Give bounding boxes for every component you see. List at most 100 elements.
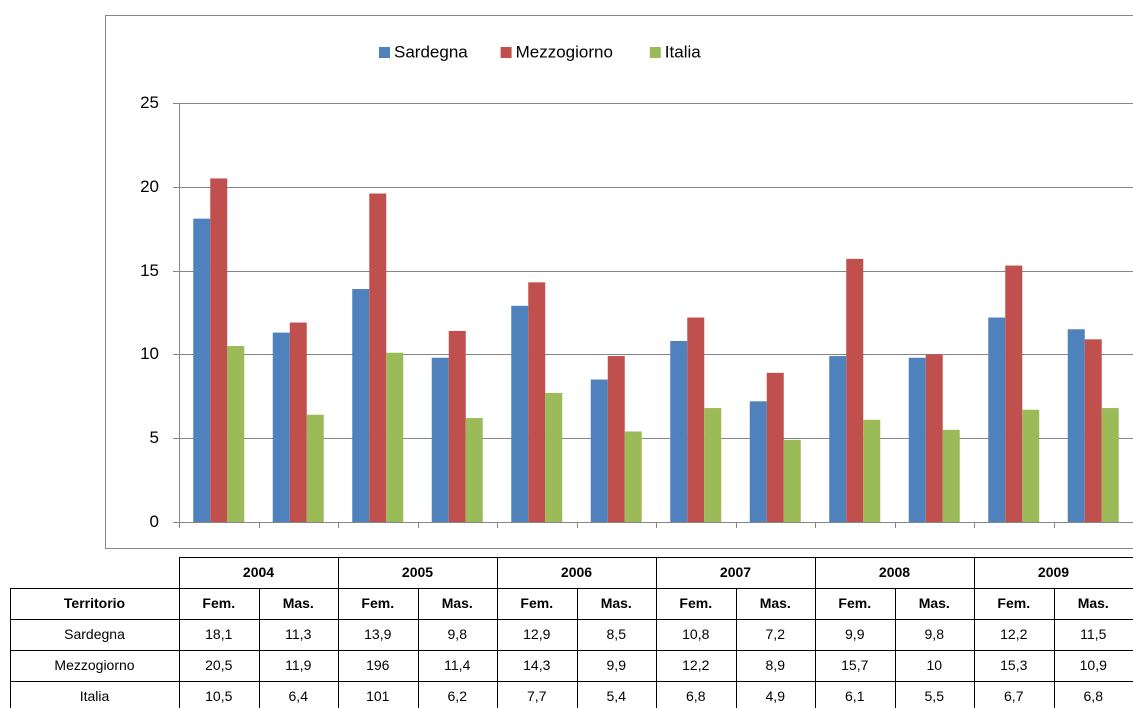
column-label: Mas. bbox=[760, 595, 791, 611]
year-label: 2007 bbox=[720, 564, 751, 580]
table-cell: 10,9 bbox=[1080, 657, 1107, 673]
bar bbox=[687, 317, 705, 522]
table-cell: 9,8 bbox=[925, 626, 945, 642]
year-label: 2005 bbox=[402, 564, 433, 580]
table-cell: 12,2 bbox=[682, 657, 709, 673]
bar bbox=[448, 330, 466, 522]
column-label: Mas. bbox=[283, 595, 314, 611]
table-cell: 18,1 bbox=[205, 626, 232, 642]
year-label: 2009 bbox=[1038, 564, 1069, 580]
year-label: 2008 bbox=[879, 564, 910, 580]
bar bbox=[749, 401, 767, 522]
bar bbox=[704, 408, 722, 522]
column-label: Fem. bbox=[361, 595, 394, 611]
y-tick-label: 15 bbox=[140, 261, 159, 280]
table-cell: 9,8 bbox=[448, 626, 468, 642]
table-cell: 5,4 bbox=[607, 688, 627, 704]
column-label: Mas. bbox=[601, 595, 632, 611]
bar bbox=[1084, 339, 1102, 522]
table-cell: 14,3 bbox=[523, 657, 550, 673]
table-cell: 6,4 bbox=[289, 688, 309, 704]
bar bbox=[590, 379, 608, 522]
bar bbox=[386, 352, 404, 522]
table-cell: 4,9 bbox=[766, 688, 786, 704]
bar bbox=[1067, 329, 1085, 522]
row-label: Mezzogiorno bbox=[54, 657, 134, 673]
bar bbox=[624, 431, 642, 522]
table-cell: 7,2 bbox=[766, 626, 786, 642]
table-cell: 101 bbox=[366, 688, 390, 704]
legend-label: Italia bbox=[665, 42, 701, 61]
table-cell: 7,7 bbox=[527, 688, 547, 704]
column-label: Mas. bbox=[919, 595, 950, 611]
table-cell: 6,1 bbox=[845, 688, 865, 704]
table-cell: 5,5 bbox=[925, 688, 945, 704]
row-label: Sardegna bbox=[64, 626, 125, 642]
bar bbox=[1005, 265, 1023, 522]
table-cell: 6,2 bbox=[448, 688, 468, 704]
legend-swatch bbox=[649, 47, 661, 58]
bar bbox=[352, 289, 370, 522]
table-cell: 10 bbox=[926, 657, 942, 673]
bar bbox=[210, 178, 228, 523]
table-cell: 11,9 bbox=[285, 657, 311, 673]
bar bbox=[863, 419, 881, 522]
bar bbox=[272, 332, 290, 522]
bar bbox=[670, 340, 688, 522]
table-cell: 11,5 bbox=[1080, 626, 1106, 642]
legend-swatch bbox=[379, 47, 390, 58]
bar bbox=[306, 414, 324, 522]
bar bbox=[545, 392, 563, 522]
y-tick-label: 20 bbox=[140, 177, 159, 196]
table-cell: 12,2 bbox=[1000, 626, 1027, 642]
table-cell: 8,5 bbox=[607, 626, 627, 642]
column-label: Mas. bbox=[442, 595, 473, 611]
bar bbox=[829, 356, 847, 522]
year-label: 2004 bbox=[243, 564, 274, 580]
bar bbox=[925, 354, 943, 522]
column-label: Fem. bbox=[838, 595, 871, 611]
table-cell: 10,5 bbox=[205, 688, 232, 704]
table-cell: 6,8 bbox=[686, 688, 706, 704]
table-cell: 9,9 bbox=[845, 626, 865, 642]
table-cell: 8,9 bbox=[766, 657, 786, 673]
column-label: Fem. bbox=[202, 595, 235, 611]
table-cell: 13,9 bbox=[364, 626, 391, 642]
table-cell: 6,8 bbox=[1084, 688, 1104, 704]
column-label: Fem. bbox=[679, 595, 712, 611]
bar bbox=[988, 317, 1006, 522]
column-label: Mas. bbox=[1078, 595, 1109, 611]
column-label: Fem. bbox=[997, 595, 1030, 611]
bar bbox=[431, 357, 449, 522]
bar bbox=[369, 193, 387, 522]
legend-swatch bbox=[500, 47, 512, 58]
bar bbox=[227, 346, 245, 522]
bar bbox=[289, 322, 307, 522]
table-cell: 12,9 bbox=[523, 626, 550, 642]
year-label: 2006 bbox=[561, 564, 592, 580]
bar bbox=[465, 418, 483, 522]
bar bbox=[193, 218, 211, 523]
table-cell: 11,3 bbox=[285, 626, 311, 642]
column-label: Fem. bbox=[520, 595, 553, 611]
bar bbox=[908, 357, 926, 522]
table-header: Territorio bbox=[64, 595, 125, 611]
bar bbox=[1101, 408, 1119, 522]
legend-label: Mezzogiorno bbox=[516, 42, 613, 61]
bar bbox=[607, 356, 625, 522]
table-cell: 6,7 bbox=[1004, 688, 1024, 704]
bar bbox=[528, 282, 546, 522]
y-tick-label: 10 bbox=[140, 344, 159, 363]
table-cell: 9,9 bbox=[607, 657, 627, 673]
row-label: Italia bbox=[80, 688, 110, 704]
table-cell: 15,3 bbox=[1000, 657, 1027, 673]
y-tick-label: 0 bbox=[150, 512, 159, 531]
table-cell: 11,4 bbox=[444, 657, 470, 673]
bar bbox=[766, 372, 784, 522]
bar bbox=[1022, 409, 1040, 522]
bar bbox=[942, 429, 960, 522]
bar bbox=[846, 258, 864, 522]
table-cell: 20,5 bbox=[205, 657, 232, 673]
